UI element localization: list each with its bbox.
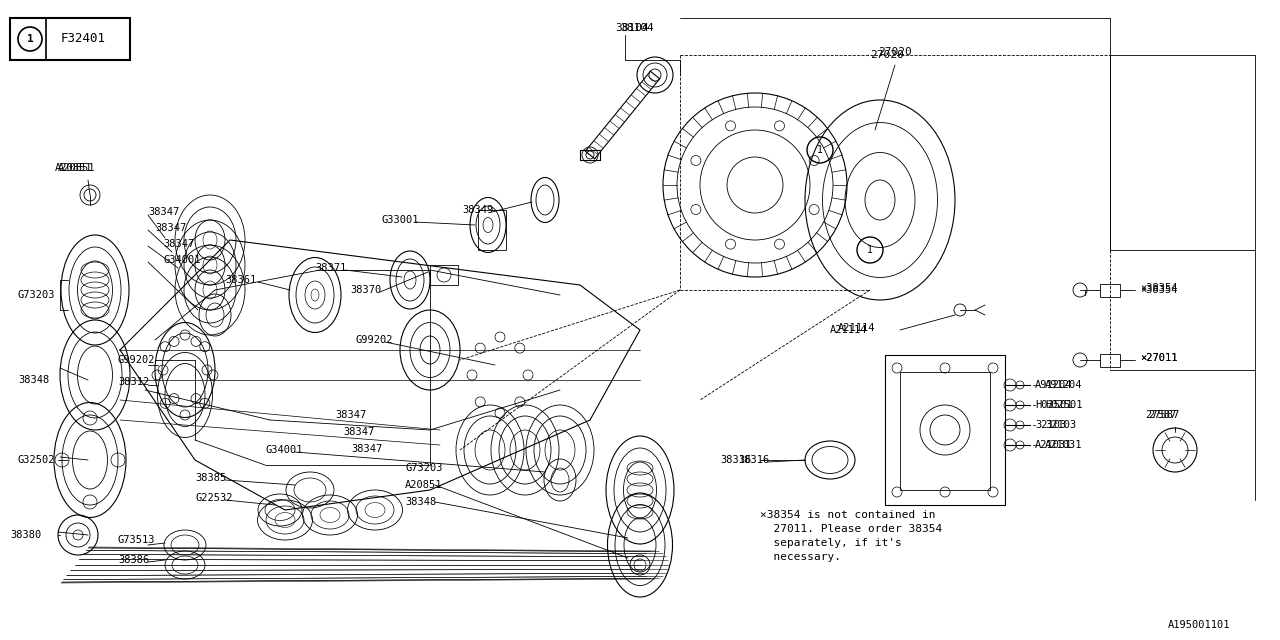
Text: ×38354: ×38354 bbox=[1140, 285, 1178, 295]
Text: 27587: 27587 bbox=[1146, 410, 1176, 420]
Text: G99202: G99202 bbox=[118, 355, 155, 365]
Text: G32502: G32502 bbox=[18, 455, 55, 465]
Text: 38312: 38312 bbox=[118, 377, 150, 387]
Bar bbox=[430, 265, 458, 285]
Text: ×38354: ×38354 bbox=[1140, 283, 1178, 293]
Text: 38347: 38347 bbox=[351, 444, 383, 454]
Text: 38104: 38104 bbox=[620, 23, 654, 33]
Text: A20851: A20851 bbox=[58, 163, 96, 173]
Bar bbox=[900, 372, 989, 490]
Polygon shape bbox=[120, 240, 640, 510]
Text: ×27011: ×27011 bbox=[1140, 353, 1178, 363]
Text: A21031: A21031 bbox=[1036, 440, 1073, 450]
Text: H02501: H02501 bbox=[1044, 400, 1083, 410]
Text: 32103: 32103 bbox=[1036, 420, 1066, 430]
Text: G73513: G73513 bbox=[118, 535, 155, 545]
Text: F32401: F32401 bbox=[60, 33, 105, 45]
Text: H02501: H02501 bbox=[1036, 400, 1073, 410]
Text: 38316: 38316 bbox=[739, 455, 769, 465]
Text: 38104: 38104 bbox=[614, 23, 649, 33]
Text: G34001: G34001 bbox=[163, 255, 201, 265]
Text: 38371: 38371 bbox=[315, 263, 347, 273]
Text: 38348: 38348 bbox=[18, 375, 49, 385]
Text: G73203: G73203 bbox=[404, 463, 443, 473]
Text: 32103: 32103 bbox=[1044, 420, 1076, 430]
Text: G99202: G99202 bbox=[355, 335, 393, 345]
Text: ×27011: ×27011 bbox=[1140, 353, 1178, 363]
Text: ×38354 is not contained in
  27011. Please order 38354
  separately, if it's
  n: ×38354 is not contained in 27011. Please… bbox=[760, 510, 942, 562]
Text: G22532: G22532 bbox=[195, 493, 233, 503]
Text: 38370: 38370 bbox=[349, 285, 381, 295]
Bar bbox=[1100, 284, 1120, 297]
Text: 27587: 27587 bbox=[1148, 410, 1179, 420]
Text: 38347: 38347 bbox=[155, 223, 187, 233]
Text: 38386: 38386 bbox=[118, 555, 150, 565]
Text: G73203: G73203 bbox=[18, 290, 55, 300]
Text: 38347: 38347 bbox=[343, 427, 374, 437]
Text: A20851: A20851 bbox=[404, 480, 443, 490]
Text: A21031: A21031 bbox=[1044, 440, 1083, 450]
Text: A195001101: A195001101 bbox=[1167, 620, 1230, 630]
Text: 38385: 38385 bbox=[195, 473, 227, 483]
Bar bbox=[884, 355, 1005, 505]
Text: 1: 1 bbox=[867, 245, 873, 255]
Text: A21114: A21114 bbox=[838, 323, 876, 333]
Text: 38380: 38380 bbox=[10, 530, 41, 540]
Text: G34001: G34001 bbox=[265, 445, 302, 455]
Text: 38316: 38316 bbox=[719, 455, 751, 465]
Text: 1: 1 bbox=[27, 34, 33, 44]
Text: A21114: A21114 bbox=[829, 325, 868, 335]
Text: A91204: A91204 bbox=[1036, 380, 1073, 390]
Bar bbox=[477, 210, 506, 250]
Bar bbox=[10, 18, 131, 60]
Text: 38347: 38347 bbox=[163, 239, 195, 249]
Text: A91204: A91204 bbox=[1044, 380, 1083, 390]
Text: A20851: A20851 bbox=[55, 163, 92, 173]
Text: 38347: 38347 bbox=[148, 207, 179, 217]
Text: 38347: 38347 bbox=[335, 410, 366, 420]
Text: 38348: 38348 bbox=[404, 497, 436, 507]
Text: G33001: G33001 bbox=[381, 215, 420, 225]
Text: 38349: 38349 bbox=[462, 205, 493, 215]
Text: 27020: 27020 bbox=[878, 47, 911, 57]
Text: 27020: 27020 bbox=[870, 50, 904, 60]
Text: 38361: 38361 bbox=[225, 275, 256, 285]
Text: 1: 1 bbox=[817, 145, 823, 155]
Bar bbox=[1100, 354, 1120, 367]
